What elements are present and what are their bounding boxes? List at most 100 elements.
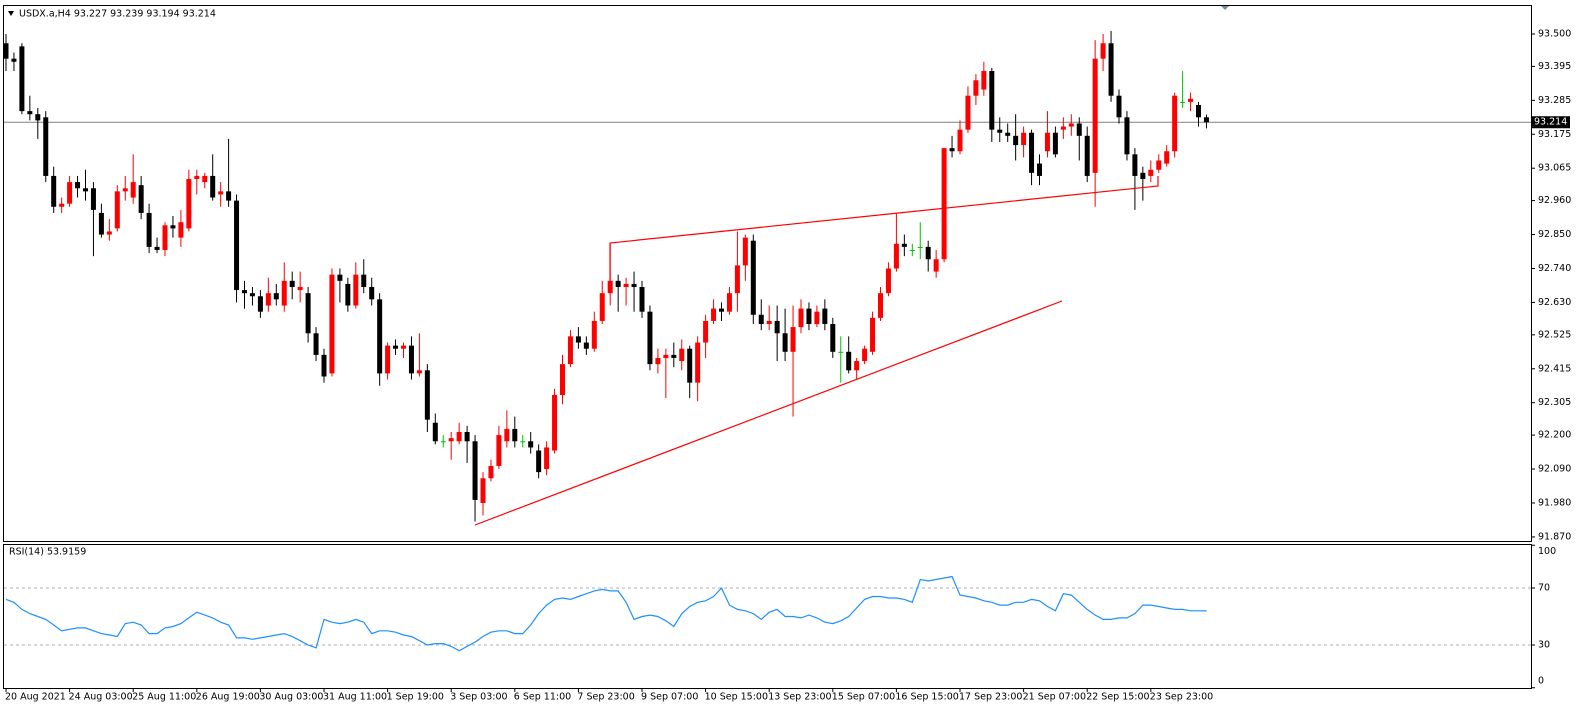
- x-tick-label: 30 Aug 03:00: [259, 692, 323, 703]
- y-tick-label: 93.065: [1538, 163, 1571, 174]
- candle-body: [480, 478, 486, 503]
- candle-body: [591, 320, 597, 349]
- rsi-panel: [3, 544, 1532, 689]
- candle-body: [671, 354, 677, 358]
- y-tick-label: 92.850: [1538, 229, 1571, 240]
- candle-body: [162, 225, 168, 250]
- candle-body: [1196, 104, 1201, 118]
- x-tick-label: 10 Sep 15:00: [705, 692, 768, 703]
- candle-body: [440, 441, 446, 443]
- candle-body: [711, 308, 717, 321]
- candle-body: [1044, 132, 1050, 152]
- candle-body: [1021, 132, 1027, 146]
- x-tick-label: 13 Sep 23:00: [768, 692, 831, 703]
- candle-body: [854, 361, 860, 371]
- candle-body: [560, 364, 565, 395]
- candle-body: [798, 308, 804, 328]
- x-tick-label: 20 Aug 2021: [5, 692, 66, 703]
- x-tick-label: 7 Sep 23:00: [577, 692, 634, 703]
- candle-body: [885, 268, 891, 294]
- candle-body: [663, 354, 669, 358]
- candle-body: [194, 175, 200, 180]
- candle-body: [575, 336, 581, 343]
- candle-body: [289, 280, 295, 288]
- candle-body: [949, 148, 955, 152]
- candle-body: [742, 237, 748, 266]
- candle-body: [567, 336, 573, 365]
- candle-body: [281, 280, 287, 306]
- candle-body: [393, 345, 399, 349]
- candle-body: [583, 342, 589, 349]
- candle-body: [226, 191, 232, 201]
- candle-body: [639, 287, 645, 312]
- candle-body: [218, 191, 224, 195]
- candle-body: [655, 357, 661, 365]
- candle-body: [75, 182, 81, 189]
- candle-body: [599, 293, 605, 321]
- candle-body: [138, 185, 144, 213]
- candle-body: [806, 308, 812, 325]
- menu-triangle[interactable]: [8, 11, 14, 16]
- candle-body: [273, 293, 279, 300]
- candle-body: [472, 441, 478, 500]
- y-tick-label: 92.960: [1538, 195, 1571, 206]
- candle-body: [512, 428, 518, 442]
- candle-body: [679, 348, 685, 362]
- candle-body: [1092, 58, 1098, 173]
- candle-body: [989, 71, 995, 130]
- candle-body: [1013, 135, 1019, 146]
- candle-body: [122, 188, 128, 192]
- candle-body: [1037, 163, 1042, 176]
- x-tick-label: 25 Aug 11:00: [132, 692, 196, 703]
- candle-body: [369, 287, 375, 300]
- candle-body: [719, 308, 724, 312]
- candle-body: [750, 240, 756, 315]
- y-tick-label: 93.285: [1538, 95, 1571, 106]
- y-tick-label: 92.200: [1538, 430, 1571, 441]
- candle-body: [734, 265, 740, 294]
- candle-body: [1132, 154, 1138, 176]
- x-tick-label: 31 Aug 11:00: [323, 692, 387, 703]
- candle-body: [838, 351, 844, 353]
- candle-body: [385, 345, 391, 374]
- candle-body: [154, 246, 160, 250]
- x-tick-label: 26 Aug 19:00: [196, 692, 260, 703]
- x-tick-label: 9 Sep 07:00: [641, 692, 698, 703]
- candle-body: [965, 95, 971, 130]
- candle-body: [504, 428, 510, 442]
- candle-body: [424, 370, 430, 420]
- y-tick-label: 92.630: [1538, 297, 1571, 308]
- candle-body: [186, 179, 192, 229]
- candle-body: [870, 317, 876, 352]
- y-tick-label: 92.305: [1538, 397, 1571, 408]
- candle-body: [1172, 95, 1178, 152]
- y-tick-label: 91.980: [1538, 497, 1571, 508]
- candle-body: [488, 465, 494, 479]
- candle-body: [170, 225, 176, 229]
- trend-line[interactable]: [609, 176, 1159, 290]
- candle-body: [790, 327, 796, 352]
- candle-body: [265, 293, 271, 306]
- candle-body: [925, 246, 931, 260]
- rsi-y-tick-label: 0: [1538, 675, 1544, 686]
- candle-body: [997, 129, 1003, 133]
- x-tick-label: 6 Sep 11:00: [514, 692, 571, 703]
- candle-body: [377, 299, 383, 374]
- price-panel: [3, 5, 1532, 542]
- candle-body: [901, 243, 907, 247]
- candle-body: [456, 432, 462, 442]
- candle-body: [1203, 117, 1209, 123]
- candle-body: [146, 212, 152, 247]
- candle-body: [11, 58, 17, 62]
- candle-body: [957, 129, 963, 152]
- x-tick-label: 3 Sep 03:00: [450, 692, 507, 703]
- candle-body: [313, 333, 319, 355]
- candle-body: [1068, 123, 1074, 127]
- trend-line[interactable]: [474, 300, 1063, 526]
- candle-body: [552, 394, 558, 451]
- candle-body: [416, 370, 422, 374]
- candle-body: [1060, 126, 1066, 130]
- candle-body: [726, 293, 732, 312]
- candle-body: [202, 175, 208, 183]
